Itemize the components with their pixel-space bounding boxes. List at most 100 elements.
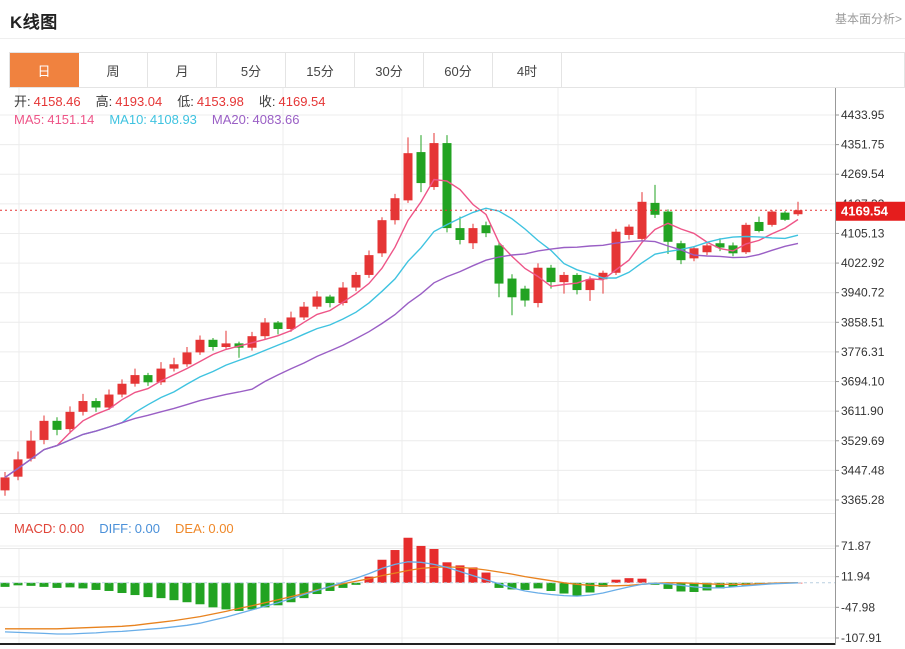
- macd-hist-bar: [364, 576, 374, 583]
- macd-hist-bar: [221, 582, 231, 610]
- candle-body: [65, 411, 75, 430]
- candle-body: [247, 336, 257, 348]
- price-tick-label-13: 3365.28: [841, 493, 885, 507]
- macd-ind-diff-value: 0.00: [134, 521, 161, 536]
- price-tick-label-0: 4433.95: [841, 108, 885, 122]
- macd-hist-bar: [585, 582, 595, 593]
- tab-60min[interactable]: 60分: [424, 53, 493, 87]
- candle-body: [468, 228, 478, 244]
- candle-body: [455, 228, 465, 240]
- macd-ind-macd-value: 0.00: [58, 521, 85, 536]
- diff-line: [4, 561, 799, 635]
- macd-hist-bar: [611, 579, 621, 583]
- candle-body: [559, 274, 569, 283]
- tab-4hour[interactable]: 4时: [493, 53, 562, 87]
- macd-hist-bar: [715, 582, 725, 589]
- price-tick-label-9: 3694.10: [841, 375, 885, 389]
- macd-hist-bar: [559, 582, 569, 594]
- ohlc-high-value: 4193.04: [115, 94, 163, 109]
- tab-month[interactable]: 月: [148, 53, 217, 87]
- ma-line-ma20-value: 4083.66: [252, 112, 300, 127]
- macd-hist-bar: [312, 582, 322, 595]
- macd-ind-diff-label: DIFF:: [99, 521, 132, 536]
- macd-tick-label-0: 71.87: [841, 539, 871, 553]
- candle-body: [650, 202, 660, 215]
- tab-week[interactable]: 周: [79, 53, 148, 87]
- tab-15min[interactable]: 15分: [286, 53, 355, 87]
- macd-hist-bar: [143, 582, 153, 598]
- macd-ind-dea-label: DEA:: [175, 521, 206, 536]
- macd-hist-bar: [442, 562, 452, 583]
- ohlc-close-value: 4169.54: [278, 94, 326, 109]
- ohlc-high-label: 高:: [95, 94, 113, 109]
- ohlc-open-label: 开:: [14, 94, 31, 109]
- ma5-line: [4, 178, 799, 478]
- macd-hist-bar: [429, 549, 439, 583]
- fundamental-analysis-link[interactable]: 基本面分析>: [834, 12, 902, 26]
- macd-hist-bar: [78, 582, 88, 589]
- candle-body: [221, 343, 231, 347]
- candle-body: [143, 375, 153, 383]
- price-tick-label-6: 3940.72: [841, 286, 885, 300]
- macd-hist-bar: [26, 582, 36, 586]
- macd-hist-bar: [0, 582, 10, 587]
- macd-hist-bar: [624, 578, 634, 583]
- candle-body: [429, 143, 439, 188]
- candle-body: [195, 339, 205, 353]
- candle-body: [624, 226, 634, 235]
- tab-5min[interactable]: 5分: [217, 53, 286, 87]
- ohlc-close-label: 收:: [258, 94, 276, 109]
- candle-body: [364, 255, 374, 275]
- macd-hist-bar: [637, 578, 647, 583]
- ma-line-ma20: MA20: 4083.66: [212, 112, 300, 128]
- candle-body: [39, 420, 49, 440]
- macd-hist-bar: [13, 582, 23, 586]
- macd-hist-bar: [663, 582, 673, 589]
- candle-body: [78, 401, 88, 412]
- tab-day[interactable]: 日: [10, 53, 79, 87]
- period-tab-bar: 日周月 5分 15分 30分 60分 4时: [9, 52, 905, 88]
- candle-body: [104, 394, 114, 408]
- tab-30min[interactable]: 30分: [355, 53, 424, 87]
- macd-hist-bar: [351, 582, 361, 585]
- ma-line-ma10: MA10: 4108.93: [109, 112, 197, 128]
- price-tick-label-12: 3447.48: [841, 463, 885, 477]
- macd-hist-bar: [299, 582, 309, 599]
- macd-hist-bar: [598, 582, 608, 587]
- price-tick-label-7: 3858.51: [841, 315, 885, 329]
- candle-body: [273, 322, 283, 329]
- macd-hist-bar: [273, 582, 283, 606]
- candle-body: [585, 279, 595, 291]
- candle-body: [767, 211, 777, 225]
- ohlc-high: 高: 4193.04: [96, 94, 163, 110]
- candle-body: [0, 477, 10, 491]
- ohlc-open: 开: 4158.46: [14, 94, 81, 110]
- price-tick-label-8: 3776.31: [841, 345, 885, 359]
- candle-body: [156, 368, 166, 383]
- macd-hist-bar: [169, 582, 179, 601]
- ma-line-ma5: MA5: 4151.14: [14, 112, 94, 128]
- macd-hist-bar: [247, 582, 257, 610]
- ma10-line: [4, 207, 799, 478]
- candle-body: [780, 212, 790, 220]
- price-tick-label-1: 4351.75: [841, 138, 885, 152]
- macd-tick-label-3: -107.91: [841, 631, 882, 645]
- ohlc-low-label: 低:: [177, 94, 194, 109]
- candle-body: [403, 153, 413, 201]
- macd-hist-bar: [208, 582, 218, 608]
- macd-hist-bar: [520, 582, 530, 590]
- candle-body: [338, 287, 348, 304]
- macd-hist-bar: [91, 582, 101, 590]
- candle-body: [52, 420, 62, 430]
- ohlc-low-value: 4153.98: [196, 94, 244, 109]
- macd-hist-bar: [546, 582, 556, 591]
- candle-body: [611, 231, 621, 273]
- page-title: K线图: [10, 13, 58, 32]
- ma-legend: MA5: 4151.14 MA10: 4108.93 MA20: 4083.66: [14, 112, 300, 128]
- macd-ind-macd-label: MACD:: [14, 521, 56, 536]
- macd-hist-bar: [286, 582, 296, 603]
- price-tick-label-2: 4269.54: [841, 167, 885, 181]
- candle-body: [637, 201, 647, 239]
